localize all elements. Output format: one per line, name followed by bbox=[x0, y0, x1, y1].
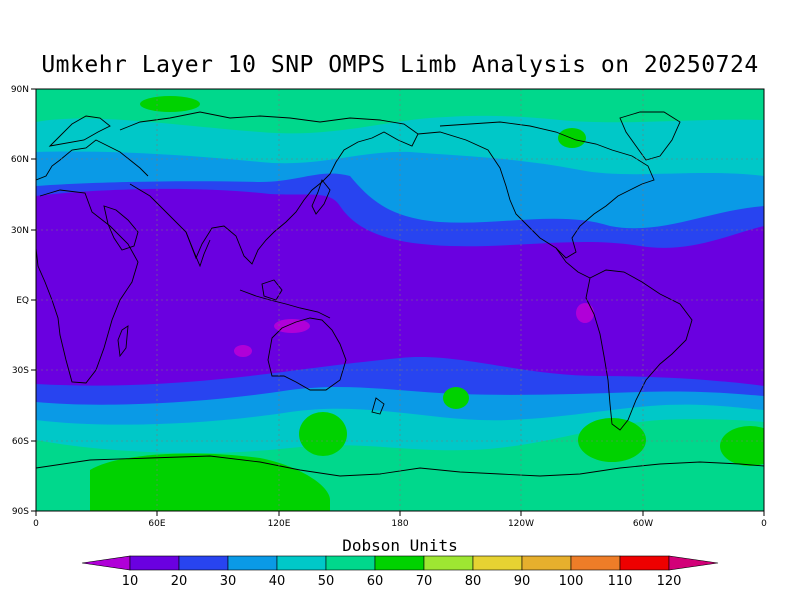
colorbar-swatch bbox=[374, 555, 425, 571]
colorbar-label: 60 bbox=[367, 574, 384, 589]
colorbar-swatch bbox=[227, 555, 278, 571]
colorbar-label: 30 bbox=[220, 574, 237, 589]
lat-label: EQ bbox=[16, 296, 29, 306]
coast-greenland bbox=[619, 111, 681, 161]
lon-label: 120E bbox=[268, 519, 291, 529]
lon-label: 180 bbox=[391, 519, 408, 529]
coast-asia bbox=[119, 111, 419, 265]
graticule bbox=[36, 89, 764, 511]
lon-axis-labels: 0 60E 120E 180 120W 60W 0 bbox=[33, 519, 767, 529]
colorbar-max-arrow bbox=[668, 555, 719, 571]
colorbar-swatch bbox=[423, 555, 474, 571]
colorbar-label: 100 bbox=[559, 574, 584, 589]
lon-label: 0 bbox=[761, 519, 767, 529]
field-pocket-indian-ocean bbox=[234, 345, 252, 357]
field-peak-arctic bbox=[140, 96, 200, 112]
lon-label: 60W bbox=[633, 519, 653, 529]
colorbar-swatch bbox=[276, 555, 327, 571]
colorbar-min-arrow bbox=[81, 555, 131, 571]
coast-arabia bbox=[103, 205, 139, 251]
colorbar-label: 110 bbox=[608, 574, 633, 589]
colorbar-label: 10 bbox=[122, 574, 139, 589]
colorbar-swatch bbox=[570, 555, 621, 571]
lat-label: 90N bbox=[11, 85, 29, 95]
lat-axis-labels: 90N 60N 30N EQ 30S 60S 90S bbox=[11, 85, 29, 517]
coastlines bbox=[36, 111, 764, 477]
lat-label: 30N bbox=[11, 226, 29, 236]
coast-antarctica bbox=[36, 455, 764, 477]
coast-south-america bbox=[585, 269, 693, 431]
coast-north-america bbox=[417, 121, 655, 259]
field-peak-tasman bbox=[299, 412, 347, 456]
colorbar-swatch bbox=[619, 555, 670, 571]
coast-japan bbox=[311, 179, 331, 215]
field-peak-south-pacific bbox=[443, 387, 469, 409]
colorbar-label: 50 bbox=[318, 574, 335, 589]
axis-ticks bbox=[31, 88, 765, 516]
field-peak-antarctic bbox=[90, 453, 330, 511]
map-title: Umkehr Layer 10 SNP OMPS Limb Analysis o… bbox=[41, 52, 759, 78]
colorbar-label: 90 bbox=[514, 574, 531, 589]
lat-label: 30S bbox=[12, 366, 29, 376]
field-pocket-south-america bbox=[576, 303, 594, 323]
coast-africa bbox=[36, 189, 139, 384]
colorbar-title: Dobson Units bbox=[342, 536, 458, 555]
coast-india bbox=[185, 231, 211, 268]
colorbar-swatch bbox=[178, 555, 229, 571]
lon-label: 120W bbox=[508, 519, 534, 529]
coast-indonesia bbox=[239, 289, 331, 319]
lon-label: 60E bbox=[148, 519, 165, 529]
lat-label: 60S bbox=[12, 437, 29, 447]
colorbar-swatch bbox=[472, 555, 523, 571]
colorbar-swatch bbox=[129, 555, 180, 571]
lat-label: 60N bbox=[11, 155, 29, 165]
coast-madagascar bbox=[117, 325, 129, 358]
colorbar-label: 70 bbox=[416, 574, 433, 589]
field-band-tropics-20 bbox=[36, 188, 764, 386]
coast-europe bbox=[36, 139, 149, 181]
colorbar-label: 40 bbox=[269, 574, 286, 589]
colorbar-swatch bbox=[325, 555, 376, 571]
field-peak-south-atlantic bbox=[720, 426, 764, 466]
coast-new-zealand bbox=[371, 397, 385, 415]
field-peak-drake bbox=[578, 418, 646, 462]
field-pocket-australia bbox=[274, 319, 310, 333]
coast-central-america bbox=[555, 247, 591, 279]
lon-label: 0 bbox=[33, 519, 39, 529]
colorbar: 10 20 30 40 50 60 70 80 90 100 110 120 bbox=[81, 555, 719, 589]
lat-label: 90S bbox=[12, 507, 29, 517]
colorbar-label: 20 bbox=[171, 574, 188, 589]
coast-scandinavia bbox=[48, 115, 111, 147]
colorbar-swatch bbox=[521, 555, 572, 571]
colorbar-label: 120 bbox=[657, 574, 682, 589]
colorbar-label: 80 bbox=[465, 574, 482, 589]
